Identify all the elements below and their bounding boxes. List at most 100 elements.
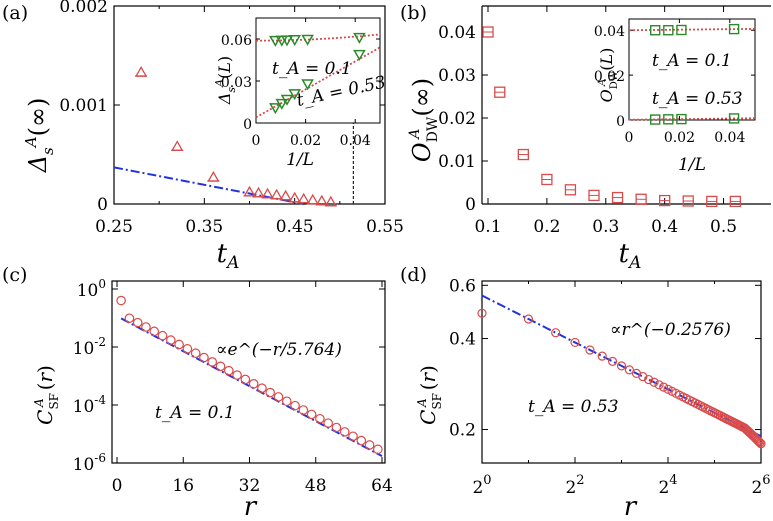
panel-b-xtick-4-label: 0.5 <box>710 217 737 237</box>
panel-c-param-annot: t_A = 0.1 <box>155 403 235 423</box>
panel-a-ylabel: ΔsA(∞) <box>22 98 57 174</box>
panel-d-point-10 <box>638 372 648 382</box>
plot-layer: 0.25 0.35 0.45 0.55 0 0.001 0.002 0 0.02 0.04 0 0.0… <box>59 0 771 498</box>
svg-text:CSFA(r): CSFA(r) <box>415 365 444 425</box>
panel-d-xtick-2-label: 24 <box>658 473 677 498</box>
panel-d-xtick-0-exp: 0 <box>483 473 491 488</box>
panel-b-xtick-2-label: 0.3 <box>592 217 619 237</box>
panel-c-frame <box>111 280 386 464</box>
panel-c-xtick-3-label: 48 <box>305 476 327 496</box>
panel-a-inset-s1-point-5 <box>353 49 366 61</box>
panel-b: (b) ODWA(∞) tA ODWA(L) 1/L <box>400 2 706 273</box>
panel-b-inset-s1-point-2 <box>676 113 687 125</box>
panel-c-xtick-2-label: 32 <box>239 476 261 496</box>
panel-b-ylabel: ODWA(∞) <box>407 78 441 162</box>
panel-c-point-26 <box>331 422 342 433</box>
panel-d-point-60 <box>753 435 763 446</box>
panel-d-xtick-2-base: 2 <box>658 478 669 498</box>
panel-d-point-62 <box>755 438 765 448</box>
panel-d-label: (d) <box>400 264 427 286</box>
panel-a: (a) ΔsA(∞) tA ΔsA(L) 1/L <box>2 2 314 273</box>
panel-d-xtick-1-base: 2 <box>565 478 576 498</box>
panel-d-xtick-0-label: 20 <box>472 473 491 498</box>
panel-c-label: (c) <box>2 264 27 286</box>
panel-c-point-0 <box>116 295 126 306</box>
panel-c-point-21 <box>290 400 300 411</box>
panel-d-xtick-3-exp: 6 <box>762 473 770 488</box>
panel-c-ytick-2-base: 10 <box>73 339 95 359</box>
panel-a-inset-s0-point-3 <box>288 35 301 47</box>
panel-a-inset-ytick-0-label: 0 <box>243 117 252 133</box>
panel-a-ytick-2-label: 0.002 <box>59 0 108 17</box>
svg-text:1/L: 1/L <box>678 155 706 175</box>
panel-d-point-4 <box>585 345 595 355</box>
panel-b-ytick-1-label: 0.01 <box>438 152 476 172</box>
panel-c-xtick-0-label: 0 <box>112 476 123 496</box>
panel-c-point-14 <box>232 370 242 380</box>
panel-a-inset-s1-point-3 <box>288 89 301 101</box>
panel-d-xtick-0-base: 2 <box>472 478 483 498</box>
panel-a-inset-s1-point-2 <box>280 94 294 106</box>
panel-c-point-23 <box>306 409 317 420</box>
panel-c-ytick-0-base: 10 <box>73 455 95 475</box>
svg-text:r: r <box>624 492 638 521</box>
panel-c-point-16 <box>248 378 259 389</box>
panel-c-point-2 <box>132 317 143 328</box>
panel-c-xlabel: r <box>244 492 258 521</box>
panel-b-inset-annot-0: t_A = 0.1 <box>652 51 732 71</box>
panel-c-point-22 <box>298 405 309 415</box>
panel-b-ytick-4-label: 0.04 <box>438 23 476 43</box>
panel-d-point-14 <box>659 382 669 392</box>
panel-b-xlabel: tA <box>619 239 642 273</box>
panel-d-point-11 <box>644 374 654 385</box>
panel-b-inset-xtick-0-label: 0 <box>625 130 634 146</box>
panel-b-inset-xtick-1-label: 0.02 <box>664 130 695 146</box>
panel-c-point-28 <box>348 431 358 442</box>
panel-b-inset-s0-point-1 <box>663 25 674 36</box>
panel-d-xtick-2-exp: 4 <box>669 473 677 488</box>
panel-c-point-19 <box>273 392 284 402</box>
panel-c-point-27 <box>339 427 350 437</box>
panel-b-label: (b) <box>400 2 427 24</box>
panel-d-ylabel: CSFA(r) <box>415 365 444 425</box>
panel-a-xtick-3-label: 0.55 <box>366 217 404 237</box>
panel-b-inset-ytick-1-label: 0.02 <box>594 69 625 85</box>
panel-d-point-5 <box>597 351 607 361</box>
panel-c-ytick-3-label: 100 <box>77 277 106 301</box>
panel-d-frame <box>481 280 762 464</box>
panel-b-inset-xlabel: 1/L <box>678 155 706 175</box>
panel-b-xtick-0-label: 0.1 <box>474 217 501 237</box>
panel-d-point-61 <box>754 436 764 447</box>
panel-b-inset-xtick-2-label: 0.04 <box>714 130 745 146</box>
panel-a-ytick-1-label: 0.001 <box>59 96 108 116</box>
panel-c-point-13 <box>223 365 234 376</box>
panel-a-inset-s0-point-2 <box>280 35 294 47</box>
panel-c-point-12 <box>215 361 226 372</box>
panel-c-point-11 <box>207 357 218 367</box>
panel-d-xtick-1-exp: 2 <box>576 473 584 488</box>
panel-d-point-3 <box>570 337 580 348</box>
panel-c-ytick-3-base: 10 <box>77 281 99 301</box>
panel-d-fit-annot: ∝r^(−0.2576) <box>610 320 731 340</box>
panel-d-point-7 <box>616 361 627 371</box>
panel-c-point-31 <box>373 444 383 455</box>
panel-b-plot: 0.1 0.2 0.3 0.4 0.5 0 0.01 0.02 0.03 0.04 0 0.02 0.0… <box>438 5 771 237</box>
svg-text:r: r <box>244 492 258 521</box>
panel-c-point-29 <box>356 435 367 446</box>
panel-a-inset-frame <box>255 17 381 124</box>
panel-a-xtick-0-label: 0.25 <box>95 217 133 237</box>
panel-a-xtick-2-label: 0.45 <box>276 217 314 237</box>
panel-c-xtick-1-label: 16 <box>172 476 194 496</box>
panel-d: (d) CSFA(r) r <box>400 264 638 521</box>
panel-c-point-24 <box>315 413 325 424</box>
svg-text:ΔsA(L): ΔsA(L) <box>213 56 238 105</box>
svg-text:ODWA(L): ODWA(L) <box>597 48 620 103</box>
panel-b-inset-fit-0 <box>628 27 756 32</box>
panel-b-inset-ylabel: ODWA(L) <box>597 48 620 103</box>
svg-text:ODWA(∞): ODWA(∞) <box>407 78 441 162</box>
panel-d-point-13 <box>654 380 664 390</box>
panel-a-point-2 <box>207 170 220 182</box>
panel-d-point-0 <box>477 308 487 318</box>
panel-b-inset-s1-point-1 <box>663 114 674 125</box>
